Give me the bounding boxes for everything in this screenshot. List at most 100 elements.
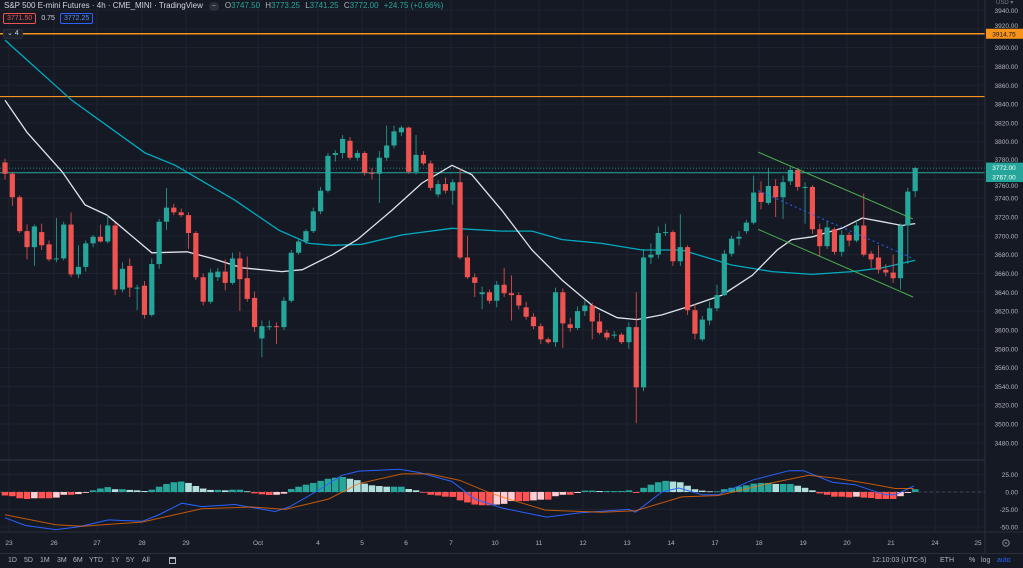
candle-body [721,253,727,296]
macd-histogram-bar [882,492,890,499]
gear-icon[interactable] [1002,539,1010,547]
macd-histogram-bar [346,478,354,492]
candle-body [39,232,45,246]
time-axis[interactable]: 23 26 27 28 29 Oct 4 5 6 7 10 11 12 13 14 17 18 19 20 21 24 2… [5,540,982,547]
session-toggle[interactable]: ETH [940,557,954,564]
candle [303,229,309,245]
sell-button[interactable]: 3771.50 [3,13,37,24]
candle-body [9,173,15,198]
percent-toggle[interactable]: % [969,557,976,564]
candle-body [868,253,874,260]
candle-body [90,236,96,244]
range-3m[interactable]: 3M [57,557,67,564]
time-tick-label: 21 [887,540,895,547]
candle [567,317,573,332]
candle-body [237,258,243,280]
range-all[interactable]: All [142,557,150,564]
candle [273,322,280,345]
channel-upper-line[interactable] [757,151,914,220]
candle-body [171,207,177,213]
macd-histogram-bar [163,483,170,492]
candle-body [494,284,500,301]
candle [112,222,118,296]
range-ytd[interactable]: YTD [89,557,103,564]
candle [178,208,184,218]
alert-price-label: 3914.75 [992,31,1016,38]
level-price-label-box [986,172,1023,183]
candle [149,258,155,317]
time-tick-label: 5 [360,540,364,547]
horizontal-levels[interactable] [0,33,985,174]
macd-histogram-bar [632,492,640,493]
parallel-channel-drawing[interactable] [757,151,914,298]
sma-fast-line [4,99,916,321]
auto-scale-toggle[interactable]: auto [997,557,1011,564]
range-5y[interactable]: 5Y [126,557,135,564]
price-tick-label: 3840.00 [995,102,1019,109]
trade-row: 3771.50 0.75 3772.25 [3,13,94,24]
price-tick-label: 3920.00 [995,23,1019,30]
candle [288,249,294,303]
candle-body [883,269,889,273]
macd-histogram-bar [662,480,669,492]
macd-histogram-bar [9,492,16,497]
macd-histogram-bar [544,492,552,500]
macd-histogram-bar [691,489,699,492]
range-1d[interactable]: 1D [8,557,17,564]
candle [677,214,683,266]
macd-axis[interactable]: 25.00 0.00 -25.00 -50.00 [1000,472,1019,531]
candle [758,181,764,210]
buy-button[interactable]: 3772.25 [59,13,94,24]
price-tick-label: 3860.00 [995,83,1019,90]
range-5d[interactable]: 5D [24,557,33,564]
calendar-icon[interactable] [169,557,176,564]
candle-body [141,285,148,315]
candle-body [824,227,830,247]
minus-circle-icon[interactable]: − [208,1,219,11]
range-6m[interactable]: 6M [73,557,83,564]
macd-histogram-bar [53,492,60,498]
candle [442,177,448,194]
macd-histogram-bar [735,486,743,492]
macd-histogram-bar [332,477,339,492]
macd-histogram-bar [221,490,229,492]
macd-histogram-bar [89,490,97,492]
candle [655,226,661,259]
macd-histogram-bar [361,483,368,492]
range-1m[interactable]: 1M [40,557,50,564]
candle [648,243,654,265]
candle-body [185,215,192,234]
candle [912,166,918,198]
log-toggle[interactable]: log [981,557,991,564]
macd-histogram-bar [588,490,596,492]
candle-body [310,211,316,232]
candle [17,195,23,234]
candle [229,252,236,285]
price-axis[interactable]: 3940.00 3920.00 3900.00 3880.00 3860.00 3840.… [986,8,1023,447]
macd-histogram-bar [126,489,134,492]
indicators-collapse-button[interactable]: ⌄ 4 [3,29,23,39]
candle [743,219,749,234]
clock[interactable]: 12:10:03 (UTC-5) [872,557,927,564]
candle-body [890,272,896,279]
channel-lower-line[interactable] [757,228,914,298]
macd-histogram-bar [757,482,765,492]
candles [2,125,918,424]
candle-body [479,292,485,295]
currency-selector[interactable]: USD ▾ [996,0,1014,6]
close-label: C [343,1,350,10]
macd-histogram-bar [192,486,200,492]
time-tick-label: 23 [5,540,13,547]
candle [156,218,162,269]
candle [457,169,463,260]
macd-histogram-bar [317,480,324,492]
time-tick-label: 4 [316,540,320,547]
range-1y[interactable]: 1Y [111,557,120,564]
grid [0,0,985,532]
symbol-title[interactable]: S&P 500 E-mini Futures · 4h · CME_MINI ·… [4,1,203,10]
candle [538,323,544,345]
channel-mid-line[interactable] [757,190,914,259]
candle [765,168,771,205]
candle [318,186,324,215]
